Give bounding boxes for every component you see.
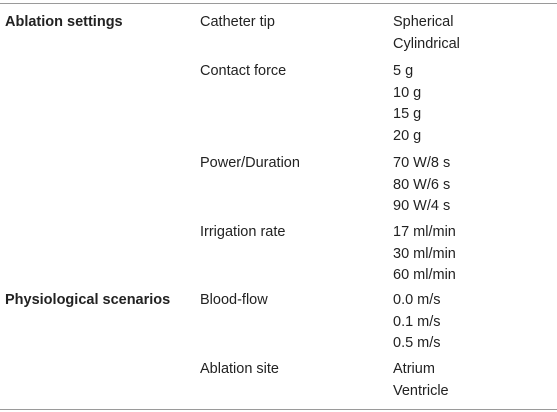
param-values: 5 g 10 g 15 g 20 g bbox=[393, 61, 421, 147]
param-value: 15 g bbox=[393, 106, 422, 122]
param-values: 0.0 m/s 0.1 m/s 0.5 m/s bbox=[393, 290, 441, 355]
param-value: 60 ml/min bbox=[393, 267, 456, 283]
param-values: Spherical Cylindrical bbox=[393, 12, 460, 55]
param-value: 17 ml/min bbox=[393, 224, 456, 240]
param-name: Catheter tip bbox=[200, 14, 275, 30]
param-value: Ventricle bbox=[393, 382, 449, 399]
param-name: Ablation site bbox=[200, 361, 279, 377]
param-value: 0.5 m/s bbox=[393, 335, 441, 351]
param-name: Blood-flow bbox=[200, 292, 268, 308]
param-values: 70 W/8 s 80 W/6 s 90 W/4 s bbox=[393, 153, 450, 218]
param-values: Atrium Ventricle bbox=[393, 359, 449, 402]
param-value: 5 g bbox=[393, 63, 414, 79]
param-value: Spherical bbox=[393, 14, 454, 30]
param-value: 70 W/8 s bbox=[393, 155, 451, 171]
param-value: 90 W/4 s bbox=[393, 198, 451, 214]
param-value: 10 g bbox=[393, 84, 422, 101]
param-name: Irrigation rate bbox=[200, 224, 286, 240]
param-name: Power/Duration bbox=[200, 155, 300, 171]
table-top-rule bbox=[0, 3, 557, 4]
param-value: 0.1 m/s bbox=[393, 313, 441, 330]
param-values: 17 ml/min 30 ml/min 60 ml/min bbox=[393, 222, 456, 287]
group-title: Physiological scenarios bbox=[5, 292, 171, 308]
param-value: 20 g bbox=[393, 127, 422, 144]
table-bottom-rule bbox=[0, 409, 557, 410]
param-value: 80 W/6 s bbox=[393, 176, 451, 193]
group-title: Ablation settings bbox=[5, 14, 123, 30]
param-value: 30 ml/min bbox=[393, 245, 456, 262]
param-value: Cylindrical bbox=[393, 35, 460, 52]
param-name: Contact force bbox=[200, 63, 287, 79]
param-value: Atrium bbox=[393, 361, 435, 377]
param-value: 0.0 m/s bbox=[393, 292, 441, 308]
